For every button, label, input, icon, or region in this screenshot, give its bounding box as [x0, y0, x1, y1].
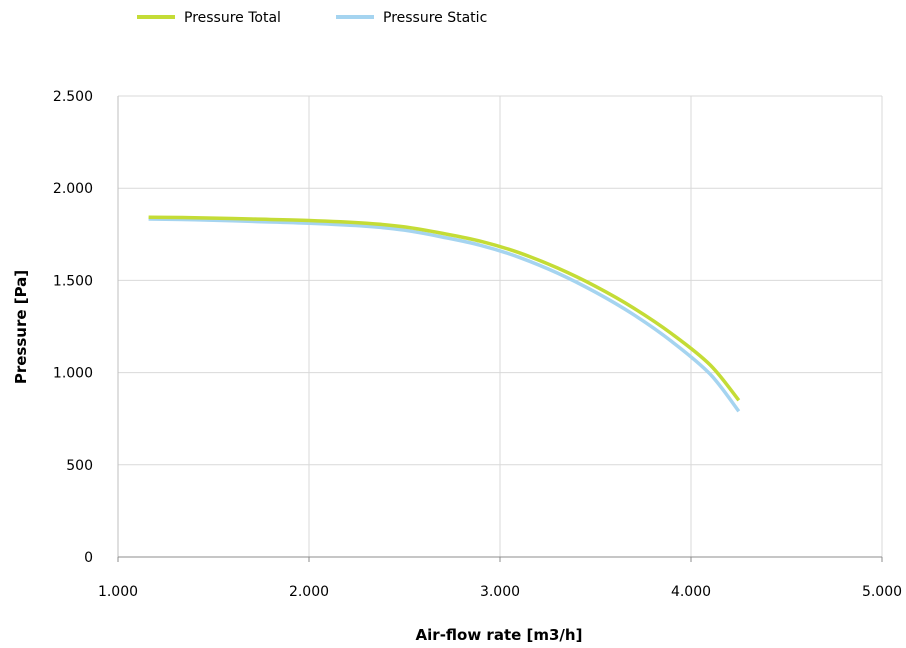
series-line-pressure-static	[148, 217, 741, 413]
x-tick-label: 5.000	[862, 584, 902, 600]
y-tick-label: 1.500	[53, 273, 93, 289]
x-tick-label: 4.000	[671, 584, 711, 600]
legend-label-pressure-total: Pressure Total	[184, 10, 281, 26]
y-tick-label: 500	[66, 458, 93, 474]
y-tick-label: 2.500	[53, 89, 93, 105]
y-tick-label: 0	[84, 550, 93, 566]
y-tick-label: 1.000	[53, 366, 93, 382]
x-axis-title: Air-flow rate [m3/h]	[416, 626, 583, 644]
series-line-pressure-total	[148, 215, 741, 402]
series-layer	[148, 215, 741, 413]
x-tick-label: 1.000	[98, 584, 138, 600]
grid	[118, 95, 883, 557]
x-tick-label: 2.000	[289, 584, 329, 600]
x-tick-label: 3.000	[480, 584, 520, 600]
y-axis-title: Pressure [Pa]	[12, 270, 30, 384]
axes: 0 500 1.000 1.500 2.000 2.500 1.000 2.000 3.000 4…	[53, 89, 902, 600]
legend: Pressure Total Pressure Static	[137, 10, 487, 26]
legend-label-pressure-static: Pressure Static	[383, 10, 487, 26]
y-tick-label: 2.000	[53, 181, 93, 197]
